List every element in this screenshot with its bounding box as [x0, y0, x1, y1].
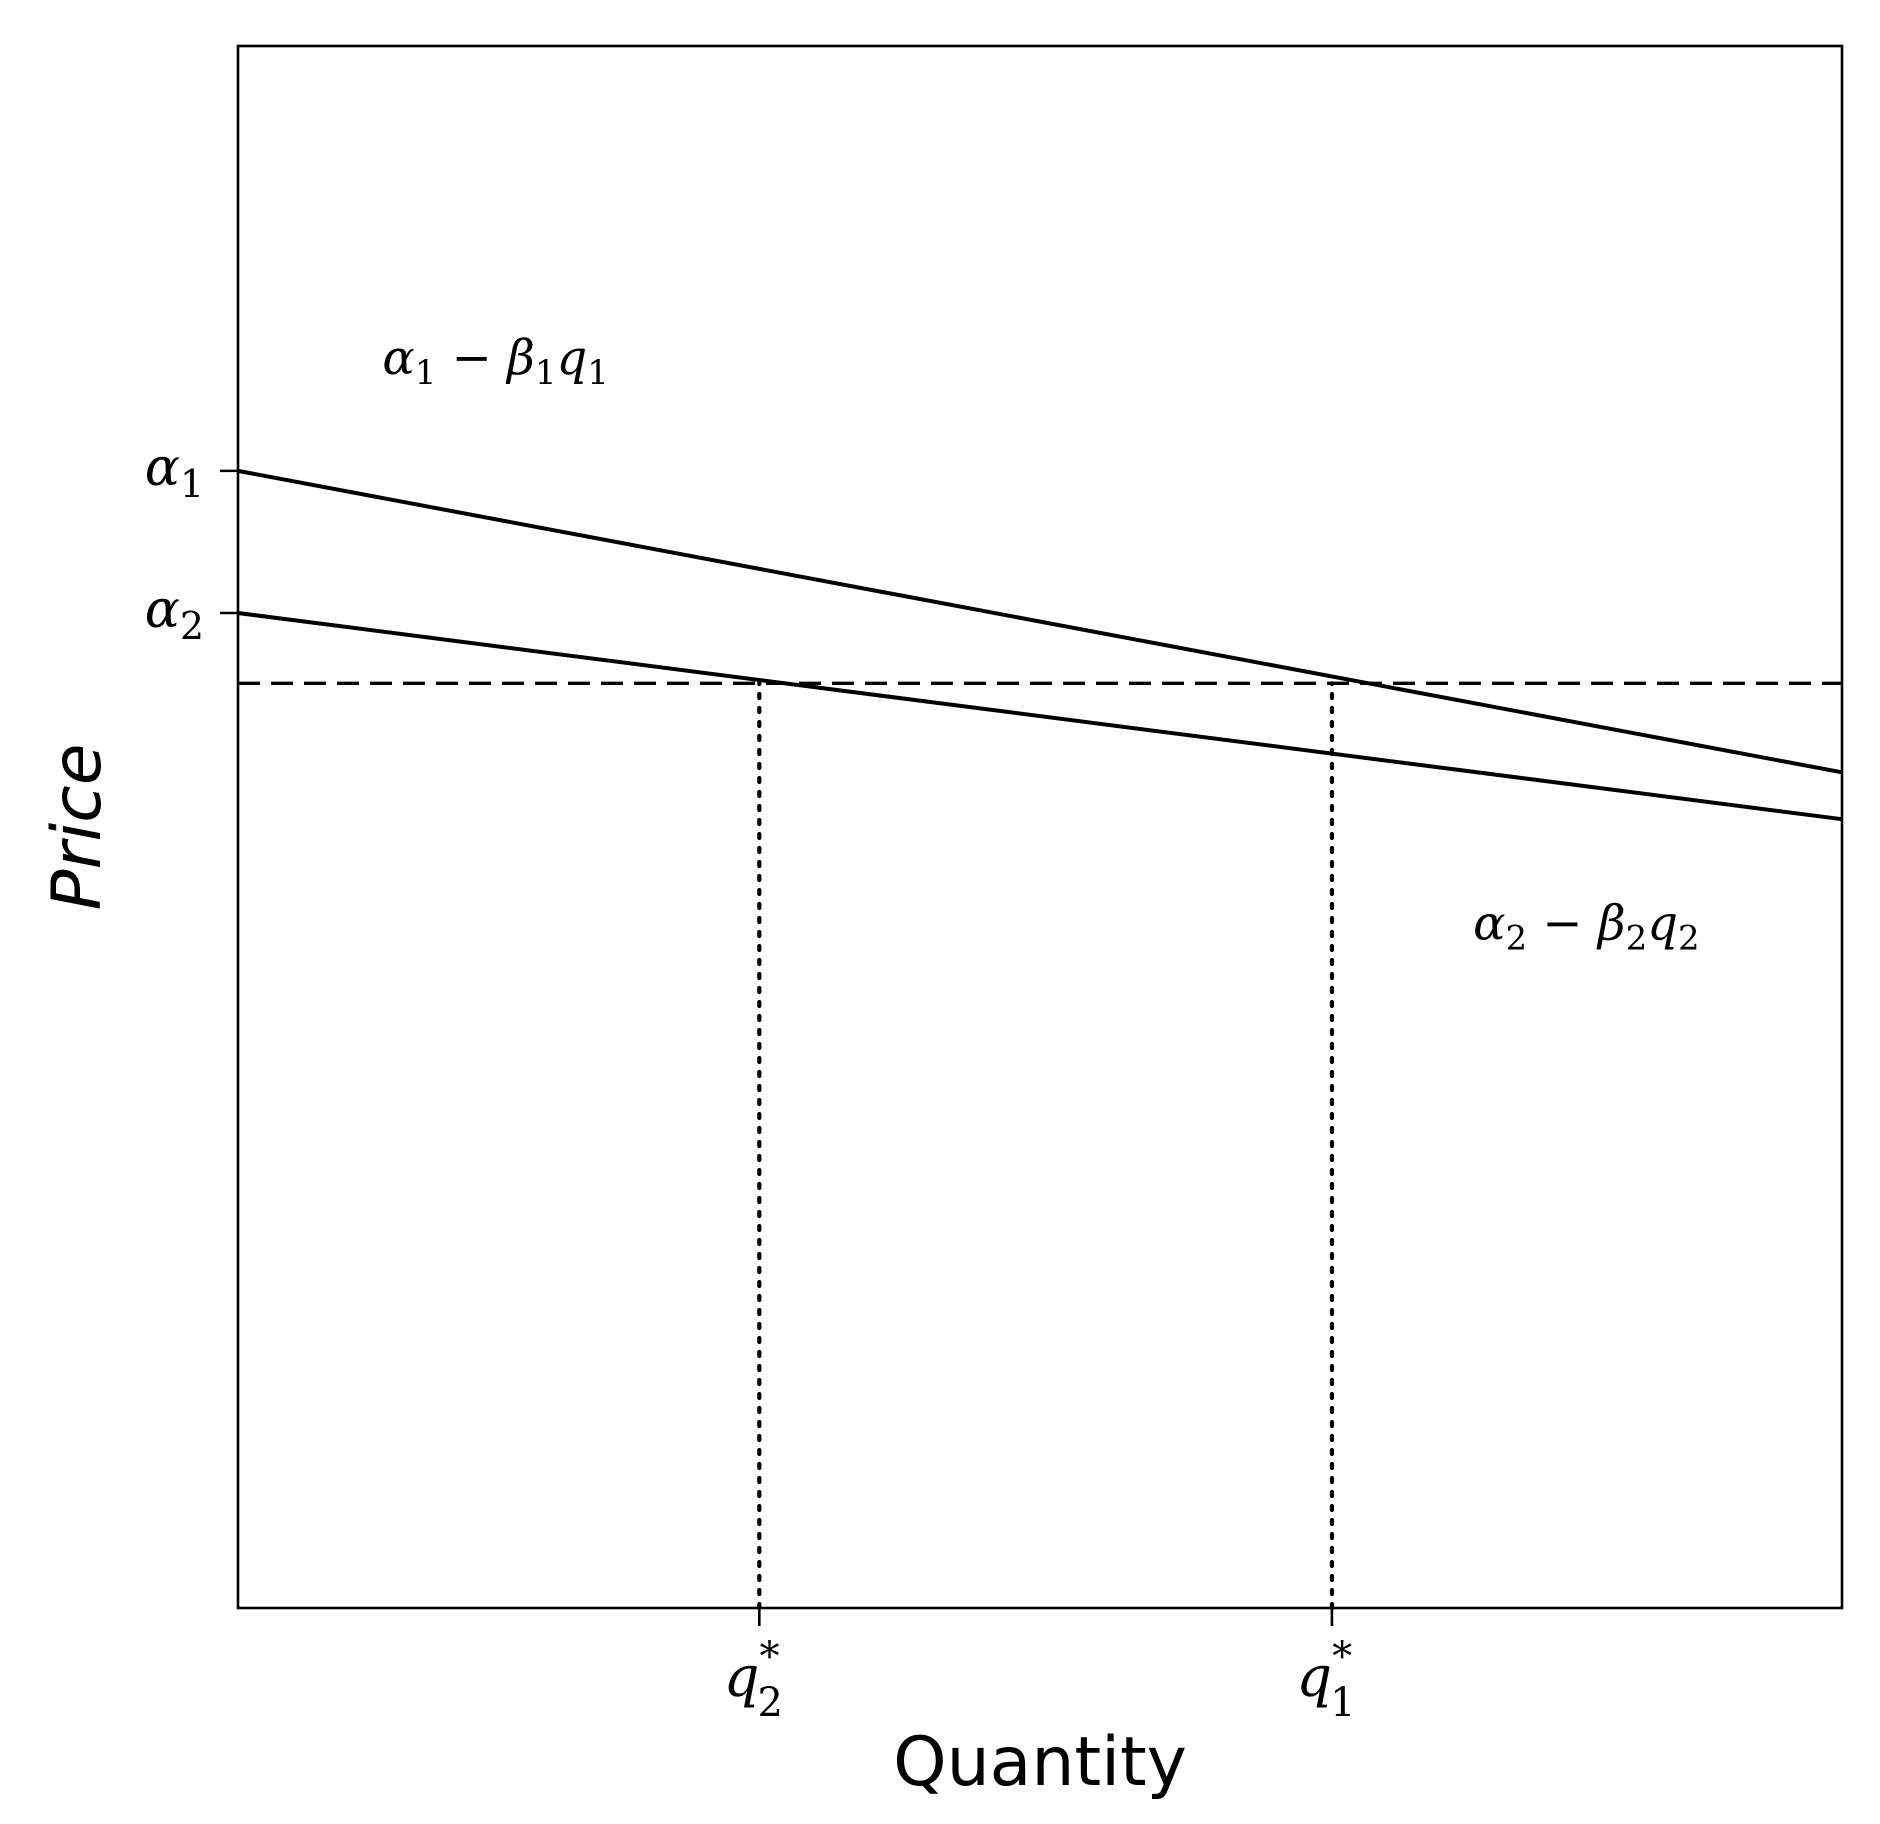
axis-ticks: q* 2 q* 1 α1 α2	[145, 438, 1356, 1726]
demand-line-2	[237, 611, 1843, 822]
plot-frame	[236, 44, 1844, 1610]
x-axis-label: Quantity	[893, 1723, 1187, 1802]
x-tick-label: q* 1	[1296, 1634, 1355, 1726]
curve-annotation-2: α2 − β2q2	[1473, 895, 1700, 958]
chart-marks: α1 − β1q1 α2 − β2q2	[237, 330, 1843, 1611]
y-tick-label: α2	[145, 580, 204, 648]
y-axis-label: Price	[38, 743, 117, 910]
curve-annotation-1: α1 − β1q1	[382, 330, 609, 393]
demand-line-1	[237, 468, 1843, 775]
y-tick-label: α1	[145, 438, 204, 506]
x-tick-label: q* 2	[724, 1634, 783, 1726]
